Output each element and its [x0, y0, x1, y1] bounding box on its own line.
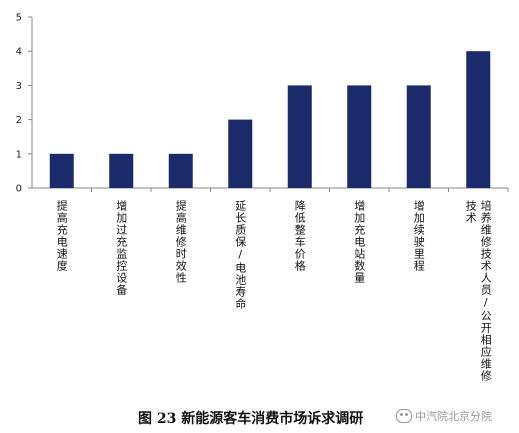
- y-tick-label: 1: [16, 149, 22, 160]
- wechat-icon: [396, 409, 412, 423]
- category-label: 技术: [464, 200, 477, 224]
- bar: [228, 119, 253, 188]
- bar: [109, 153, 134, 188]
- category-label: 延长质保/电池寿命: [234, 200, 247, 310]
- category-label: 增加续驶里程: [412, 199, 425, 272]
- category-label: 增加过充监控设备: [115, 199, 128, 296]
- bar: [287, 85, 312, 188]
- bar: [466, 51, 491, 189]
- y-tick-label: 5: [16, 13, 22, 24]
- category-label: 培养维修技术人员/公开相应维修: [479, 199, 492, 382]
- bar: [406, 85, 431, 188]
- bar: [168, 153, 193, 188]
- y-tick-label: 4: [16, 47, 22, 58]
- y-tick-label: 3: [16, 81, 22, 92]
- category-label: 增加充电站数量: [353, 199, 366, 284]
- category-label: 提高维修时效性: [174, 200, 187, 284]
- bar: [49, 153, 74, 188]
- watermark-text: 中汽院北京分院: [415, 410, 492, 423]
- category-label: 提高充电速度: [55, 200, 68, 272]
- category-label: 降低整车价格: [293, 199, 306, 272]
- bar-chart: 0 1 2 3 4 5 提高充电速度 增加过充监控设备 提高维修时效性 延长质保/电池寿命 降低整车…: [16, 13, 509, 382]
- watermark: 中汽院北京分院: [396, 408, 492, 424]
- y-tick-label: 0: [16, 184, 22, 195]
- bar: [347, 85, 372, 188]
- y-tick-label: 2: [16, 115, 22, 126]
- figure-caption: 图 23 新能源客车消费市场诉求调研: [138, 411, 364, 427]
